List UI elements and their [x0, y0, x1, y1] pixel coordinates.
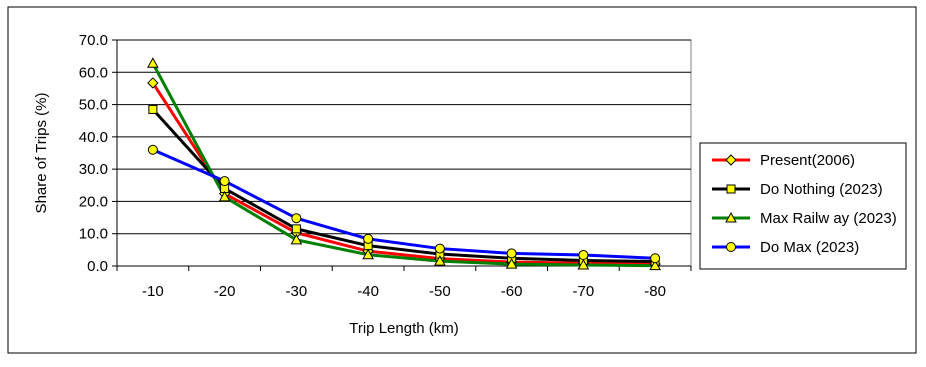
- legend-marker-square: [726, 184, 736, 194]
- data-point-triangle: [577, 259, 590, 270]
- data-point-triangle: [649, 259, 661, 271]
- y-tick-label: 0.0: [87, 258, 108, 275]
- legend-marker-triangle: [725, 211, 737, 223]
- series-lines: [151, 62, 656, 268]
- data-point-square: [291, 224, 301, 234]
- x-tick-label: -40: [357, 283, 379, 300]
- gridlines: [117, 39, 691, 235]
- series-markers: [147, 57, 661, 271]
- x-tick-label: -10: [142, 283, 164, 300]
- legend-label: Do Max (2023): [760, 239, 859, 256]
- series-line-1: [151, 108, 656, 263]
- legend-marker-diamond: [725, 154, 737, 166]
- data-point-triangle: [290, 233, 303, 245]
- data-point-circle: [147, 144, 158, 155]
- data-point-circle: [291, 213, 302, 224]
- x-tick-label: -30: [286, 283, 308, 300]
- x-tick-label: -80: [644, 283, 666, 300]
- x-tick-label: -50: [429, 283, 451, 300]
- data-point-triangle: [218, 190, 231, 202]
- y-tick-label: 50.0: [79, 97, 108, 114]
- data-point-triangle: [505, 258, 518, 269]
- data-point-circle: [578, 250, 589, 261]
- y-tick-label: 70.0: [79, 32, 108, 49]
- x-axis-title: Trip Length (km): [349, 320, 458, 337]
- x-tick-label: -70: [573, 283, 595, 300]
- x-tick-label: -20: [214, 283, 236, 300]
- series-line-2: [151, 62, 656, 268]
- y-tick-label: 10.0: [79, 226, 108, 243]
- y-tick-label: 60.0: [79, 64, 108, 81]
- y-tick-label: 40.0: [79, 129, 108, 146]
- data-point-circle: [506, 248, 517, 259]
- axes: 0.0 10.0 20.0 30.0 40.0 50.0 60.0 70.0 -10 -20 -30…: [79, 32, 692, 300]
- legend-label: Do Nothing (2023): [760, 181, 883, 198]
- data-point-circle: [650, 253, 661, 264]
- plot-area: [116, 39, 692, 267]
- data-point-triangle: [362, 248, 374, 260]
- y-tick-label: 30.0: [79, 161, 108, 178]
- data-point-triangle: [147, 57, 159, 68]
- legend: Present(2006) Do Nothing (2023) Max Railw …: [712, 152, 897, 256]
- data-point-triangle: [434, 255, 446, 266]
- legend-marker-circle: [726, 242, 736, 252]
- x-tick-label: -60: [501, 283, 523, 300]
- y-tick-label: 20.0: [79, 193, 108, 210]
- data-point-square: [148, 104, 158, 114]
- legend-label: Present(2006): [760, 152, 855, 169]
- data-point-circle: [363, 233, 374, 244]
- y-axis-title: Share of Trips (%): [33, 93, 50, 214]
- data-point-circle: [434, 243, 445, 254]
- data-point-diamond: [147, 77, 159, 89]
- data-point-circle: [219, 176, 230, 187]
- series-line-0: [151, 82, 656, 266]
- legend-label: Max Railw ay (2023): [760, 210, 897, 227]
- series-line-3: [152, 148, 656, 260]
